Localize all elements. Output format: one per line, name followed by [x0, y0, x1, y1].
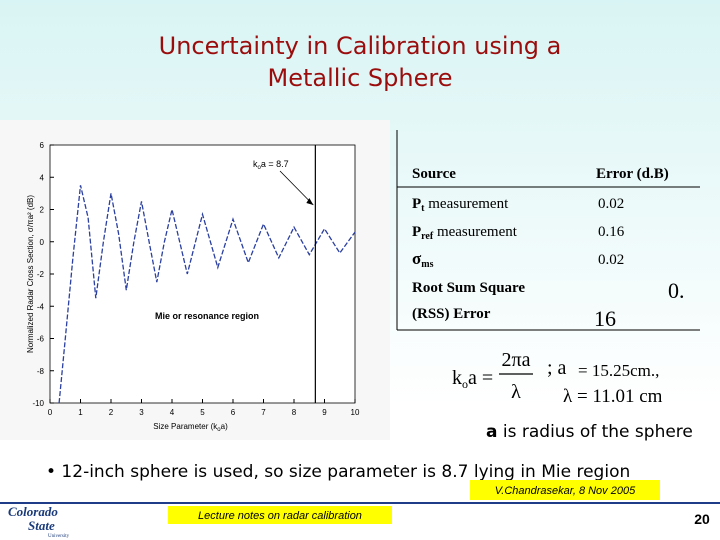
text: is radius of the sphere — [497, 422, 692, 442]
symbol: a — [486, 422, 497, 442]
y-tick-label: 6 — [40, 141, 45, 150]
marker-label-part: o — [258, 165, 262, 171]
source-cell: σms — [412, 249, 434, 270]
y-tick-label: 0 — [40, 238, 45, 247]
y-axis-label: Normalized Radar Cross Section, σ/πa² (d… — [26, 195, 35, 353]
symbol: P — [412, 224, 421, 240]
a-value: = 15.25cm., — [578, 361, 659, 380]
header-cell: Source — [412, 166, 456, 182]
x-tick-label: 4 — [170, 408, 175, 417]
x-axis-label-part: a) — [221, 422, 228, 431]
x-tick-label: 3 — [139, 408, 144, 417]
symbol: P — [412, 196, 421, 212]
subscript: ref — [421, 231, 434, 242]
y-tick-label: 2 — [40, 206, 45, 215]
title: Metallic Sphere — [268, 64, 453, 92]
subscript: o — [462, 377, 468, 391]
error-cell: 0.02 — [598, 196, 624, 212]
bullet: • 12-inch sphere is used, so size parame… — [46, 462, 630, 482]
text: measurement — [425, 196, 510, 212]
x-tick-label: 10 — [351, 408, 360, 417]
denominator: λ — [511, 381, 521, 403]
page-number: 20 — [694, 511, 710, 527]
x-tick-label: 0 — [48, 408, 53, 417]
symbol: σ — [412, 249, 422, 268]
y-tick-label: 4 — [40, 173, 45, 182]
header-cell: Error (d.B) — [596, 166, 669, 182]
y-tick-label: -10 — [32, 399, 44, 408]
source-cell: Pref measurement — [412, 224, 518, 242]
logo: State — [28, 518, 55, 533]
x-tick-label: 7 — [261, 408, 266, 417]
y-tick-label: -6 — [37, 335, 45, 344]
title: Uncertainty in Calibration using a — [159, 32, 562, 60]
error-cell: 0. — [668, 278, 685, 303]
numerator: 2πa — [502, 349, 531, 371]
logo: University — [48, 534, 70, 539]
x-tick-label: 6 — [231, 408, 236, 417]
text: measurement — [433, 224, 518, 240]
x-axis-label-part: o — [217, 427, 221, 433]
plot: -10 -8 -6 -4 -2 0 2 4 6 0 1 2 3 4 5 6 7 8 9 10 Normalized Ra… — [26, 141, 360, 433]
x-tick-label: 8 — [292, 408, 297, 417]
y-tick-label: -2 — [37, 270, 45, 279]
marker-label-part: a = 8.7 — [261, 159, 289, 169]
x-tick-label: 9 — [322, 408, 327, 417]
source-cell: Pt measurement — [412, 196, 509, 214]
x-axis-label: Size Parameter (koa) — [153, 422, 228, 433]
x-tick-label: 1 — [78, 408, 83, 417]
y-tick-label: -8 — [37, 367, 45, 376]
marker-label: koa = 8.7 — [253, 159, 289, 171]
source-cell: Root Sum Square — [412, 280, 525, 296]
formula-lhs: koa = — [452, 367, 493, 391]
formula: koa = 2πa λ ; a = 15.25cm., λ = 11.01 cm — [452, 349, 663, 407]
note: a is radius of the sphere — [486, 422, 693, 442]
plot-area — [49, 144, 356, 404]
x-tick-label: 2 — [109, 408, 114, 417]
arrow-head — [306, 198, 314, 205]
subscript: ms — [421, 259, 433, 270]
error-cell: 0.16 — [598, 224, 625, 240]
x-axis-label-part: Size Parameter (k — [153, 422, 218, 431]
footer-box — [470, 480, 660, 500]
error-cell: 16 — [594, 306, 616, 331]
region-label: Mie or resonance region — [155, 311, 259, 321]
symbol: k — [452, 367, 462, 389]
subscript: t — [421, 203, 425, 214]
separator: ; a — [547, 357, 567, 379]
author: V.Chandrasekar, 8 Nov 2005 — [495, 485, 636, 497]
text: a = — [468, 367, 493, 389]
source-cell: (RSS) Error — [412, 306, 491, 322]
line — [58, 185, 356, 404]
table: Source Error (d.B) Pt measurement 0.02 P… — [396, 130, 700, 331]
lambda-value: λ = 11.01 cm — [563, 386, 663, 407]
x-tick-label: 5 — [200, 408, 205, 417]
annotation-arrow — [279, 170, 314, 206]
footer-box — [168, 506, 392, 524]
error-cell: 0.02 — [598, 252, 624, 268]
course: Lecture notes on radar calibration — [198, 510, 362, 522]
y-tick-label: -4 — [37, 302, 45, 311]
logo: Colorado — [8, 504, 58, 519]
marker-label-part: k — [253, 159, 258, 169]
